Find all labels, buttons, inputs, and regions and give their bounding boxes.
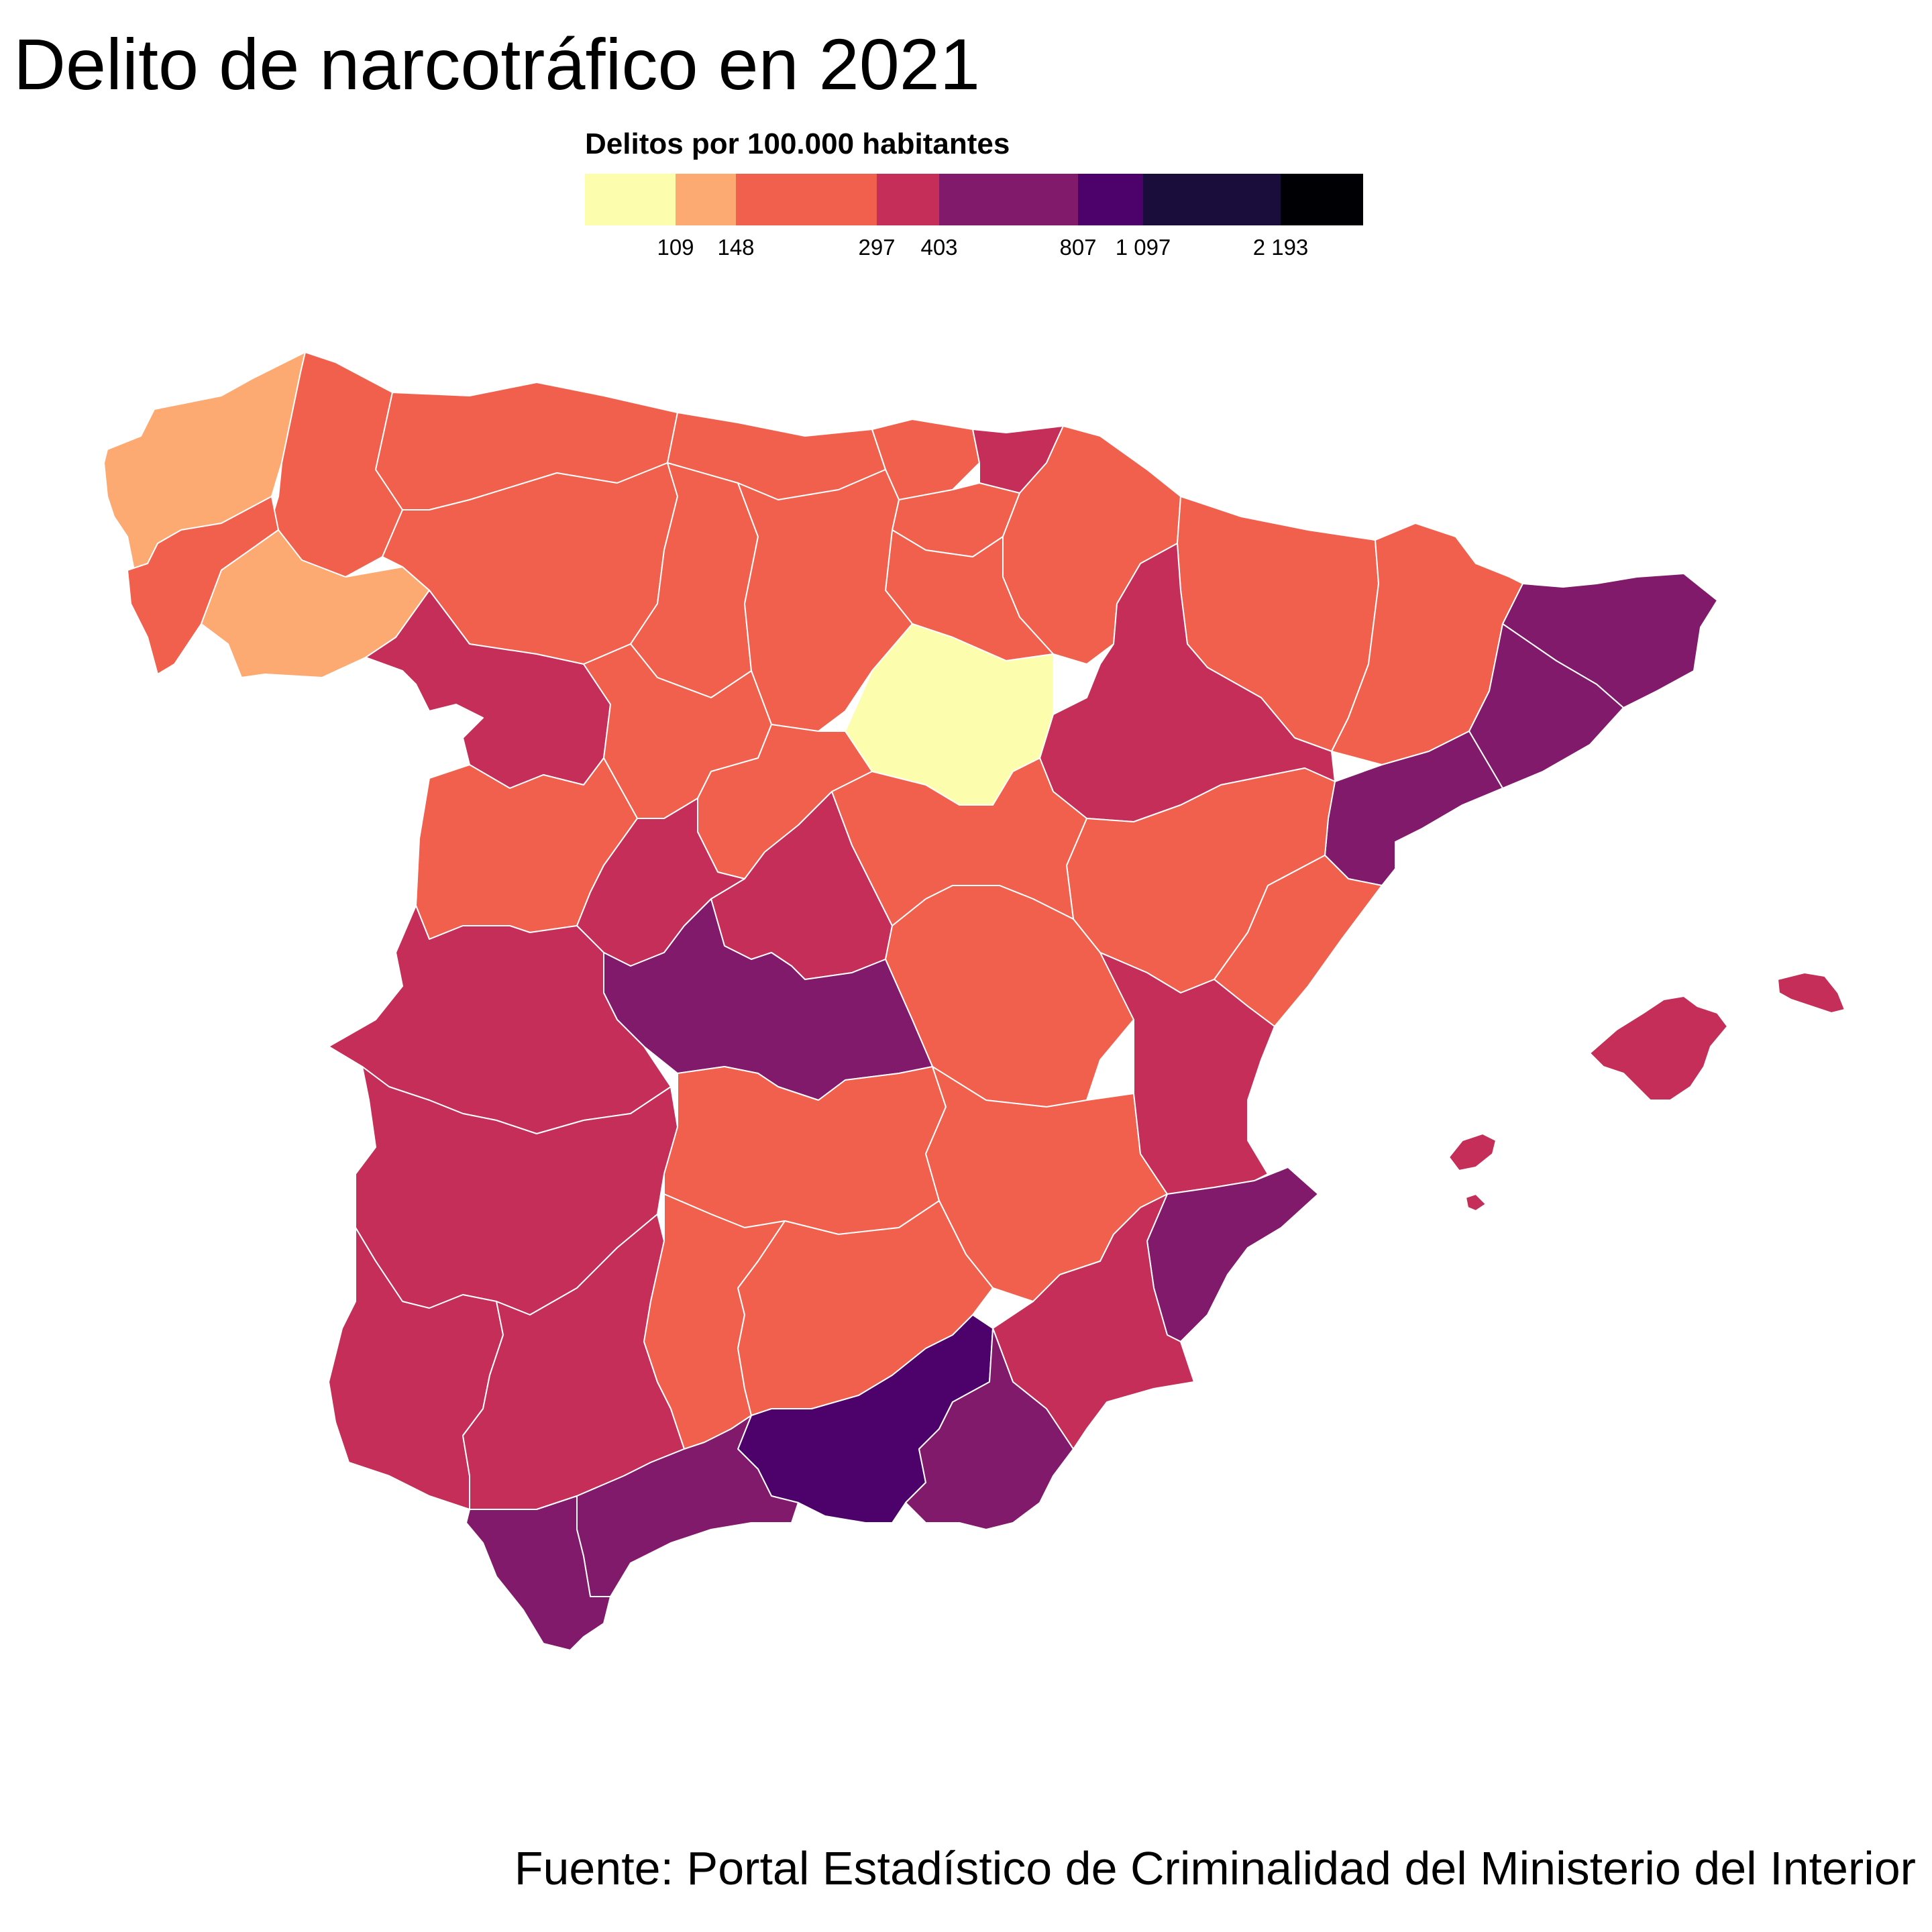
legend-swatch-2 bbox=[736, 174, 877, 225]
map-title: Delito de narcotráfico en 2021 bbox=[13, 23, 980, 105]
legend-swatch-4 bbox=[939, 174, 1078, 225]
region-ibiza bbox=[1448, 1133, 1497, 1171]
legend-swatch-6 bbox=[1143, 174, 1281, 225]
region-navarra bbox=[1002, 425, 1181, 665]
legend-label: 109 bbox=[657, 235, 694, 260]
legend-label: 2 193 bbox=[1252, 235, 1309, 260]
region-valencia bbox=[1099, 952, 1275, 1195]
legend-label: 807 bbox=[1059, 235, 1097, 260]
legend-swatch-3 bbox=[877, 174, 939, 225]
region-alicante bbox=[1146, 1167, 1319, 1342]
legend-label: 297 bbox=[858, 235, 896, 260]
region-formentera bbox=[1465, 1193, 1487, 1212]
legend-swatch-5 bbox=[1078, 174, 1143, 225]
legend-swatch-1 bbox=[676, 174, 736, 225]
source-note: Fuente: Portal Estadístico de Criminalid… bbox=[514, 1842, 1916, 1894]
region-menorca bbox=[1777, 972, 1845, 1014]
legend-swatch-7 bbox=[1281, 174, 1363, 225]
legend-label: 1 097 bbox=[1115, 235, 1171, 260]
region-almeria bbox=[905, 1328, 1074, 1530]
region-mallorca bbox=[1589, 996, 1728, 1101]
region-barcelona bbox=[1468, 623, 1624, 789]
legend-color-bar bbox=[585, 174, 1363, 225]
region-cadiz bbox=[466, 1495, 611, 1651]
legend-label: 148 bbox=[717, 235, 755, 260]
legend-swatch-0 bbox=[585, 174, 676, 225]
legend-label: 403 bbox=[920, 235, 958, 260]
legend-title: Delitos por 100.000 habitantes bbox=[585, 127, 1010, 160]
region-a-coruna bbox=[103, 352, 306, 571]
